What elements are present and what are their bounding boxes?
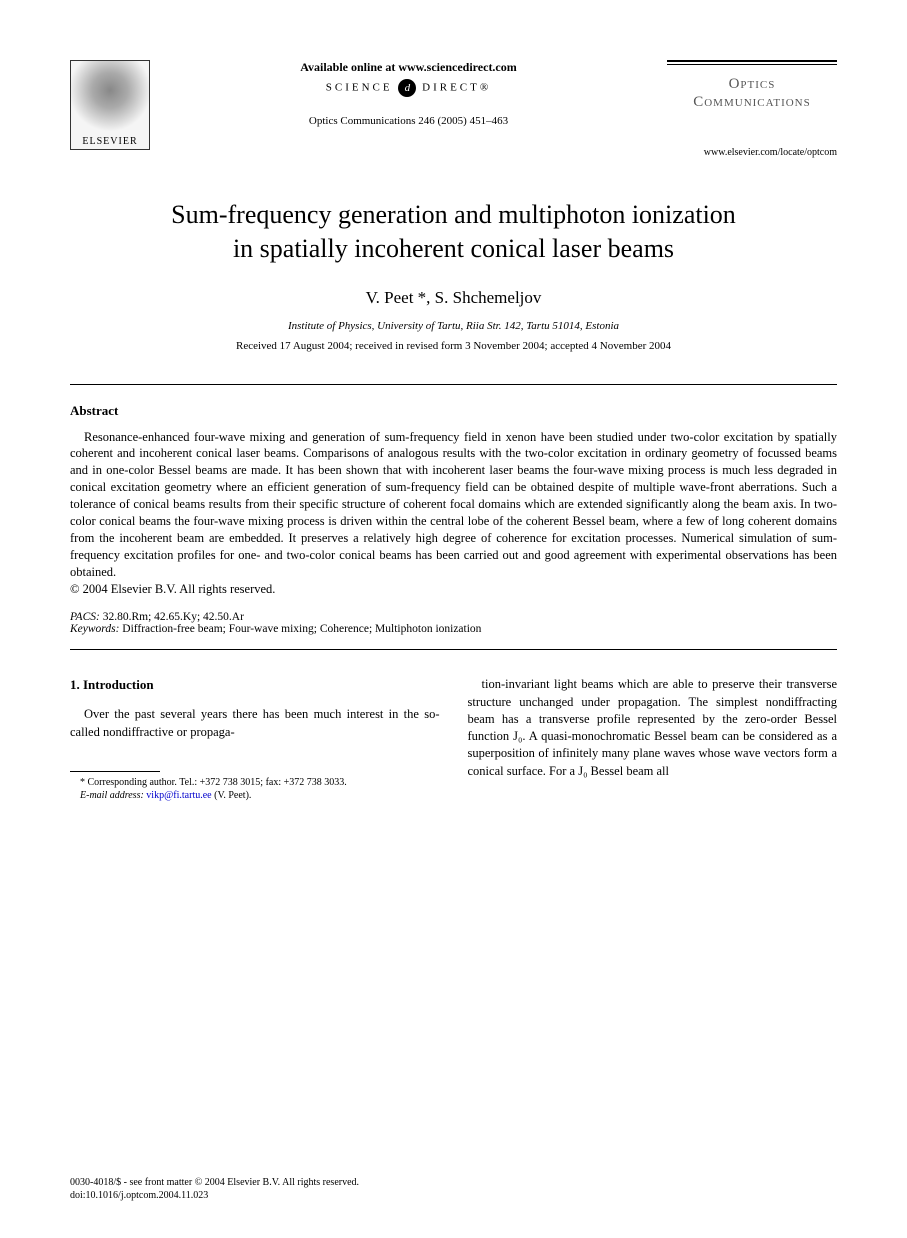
sciencedirect-word2: DIRECT® <box>422 82 491 94</box>
affiliation: Institute of Physics, University of Tart… <box>70 320 837 332</box>
intro-paragraph-left: Over the past several years there has be… <box>70 706 440 741</box>
journal-name-line2: Communications <box>693 94 811 110</box>
pacs-values: 32.80.Rm; 42.65.Ky; 42.50.Ar <box>103 611 244 623</box>
keywords-line: Keywords: Diffraction-free beam; Four-wa… <box>70 623 837 635</box>
title-line1: Sum-frequency generation and multiphoton… <box>171 200 736 229</box>
email-label: E-mail address: <box>80 790 144 801</box>
header-center: Available online at www.sciencedirect.co… <box>150 60 667 127</box>
divider-bottom <box>70 649 837 650</box>
pacs-label: PACS: <box>70 611 100 623</box>
corresponding-author-footnote: * Corresponding author. Tel.: +372 738 3… <box>70 776 440 789</box>
footnote-rule <box>70 771 160 772</box>
abstract-heading: Abstract <box>70 403 837 419</box>
email-link[interactable]: vikp@fi.tartu.ee <box>146 790 211 801</box>
column-right: tion-invariant light beams which are abl… <box>468 676 838 801</box>
intro-paragraph-right: tion-invariant light beams which are abl… <box>468 676 838 780</box>
elsevier-tree-icon <box>71 61 149 134</box>
email-footnote: E-mail address: vikp@fi.tartu.ee (V. Pee… <box>70 789 440 802</box>
article-dates: Received 17 August 2004; received in rev… <box>70 340 837 352</box>
journal-url[interactable]: www.elsevier.com/locate/optcom <box>667 147 837 158</box>
available-online-text: Available online at www.sciencedirect.co… <box>170 60 647 75</box>
sciencedirect-d-icon: d <box>398 79 416 97</box>
sciencedirect-logo: SCIENCE d DIRECT® <box>170 79 647 97</box>
abstract-text: Resonance-enhanced four-wave mixing and … <box>70 429 837 581</box>
footer-doi: doi:10.1016/j.optcom.2004.11.023 <box>70 1189 359 1202</box>
title-line2: in spatially incoherent conical laser be… <box>233 234 674 263</box>
publisher-logo: ELSEVIER <box>70 60 150 150</box>
footer-front-matter: 0030-4018/$ - see front matter © 2004 El… <box>70 1176 359 1189</box>
keywords-values: Diffraction-free beam; Four-wave mixing;… <box>122 623 481 635</box>
rule-thin <box>667 64 837 65</box>
divider-top <box>70 384 837 385</box>
page-footer: 0030-4018/$ - see front matter © 2004 El… <box>70 1176 359 1202</box>
article-title: Sum-frequency generation and multiphoton… <box>70 198 837 266</box>
pacs-line: PACS: 32.80.Rm; 42.65.Ky; 42.50.Ar <box>70 611 837 623</box>
keywords-label: Keywords: <box>70 623 119 635</box>
intro-heading: 1. Introduction <box>70 676 440 694</box>
journal-title-box: Optics Communications www.elsevier.com/l… <box>667 60 837 158</box>
body-columns: 1. Introduction Over the past several ye… <box>70 676 837 801</box>
rule-thick <box>667 60 837 62</box>
page-header: ELSEVIER Available online at www.science… <box>70 60 837 158</box>
sciencedirect-word1: SCIENCE <box>326 82 393 94</box>
copyright-line: © 2004 Elsevier B.V. All rights reserved… <box>70 582 837 597</box>
publisher-name: ELSEVIER <box>82 134 137 149</box>
email-person: (V. Peet). <box>214 790 251 801</box>
column-left: 1. Introduction Over the past several ye… <box>70 676 440 801</box>
journal-citation: Optics Communications 246 (2005) 451–463 <box>170 115 647 127</box>
authors: V. Peet *, S. Shchemeljov <box>70 288 837 308</box>
journal-name: Optics Communications <box>667 75 837 111</box>
journal-name-line1: Optics <box>729 76 776 92</box>
